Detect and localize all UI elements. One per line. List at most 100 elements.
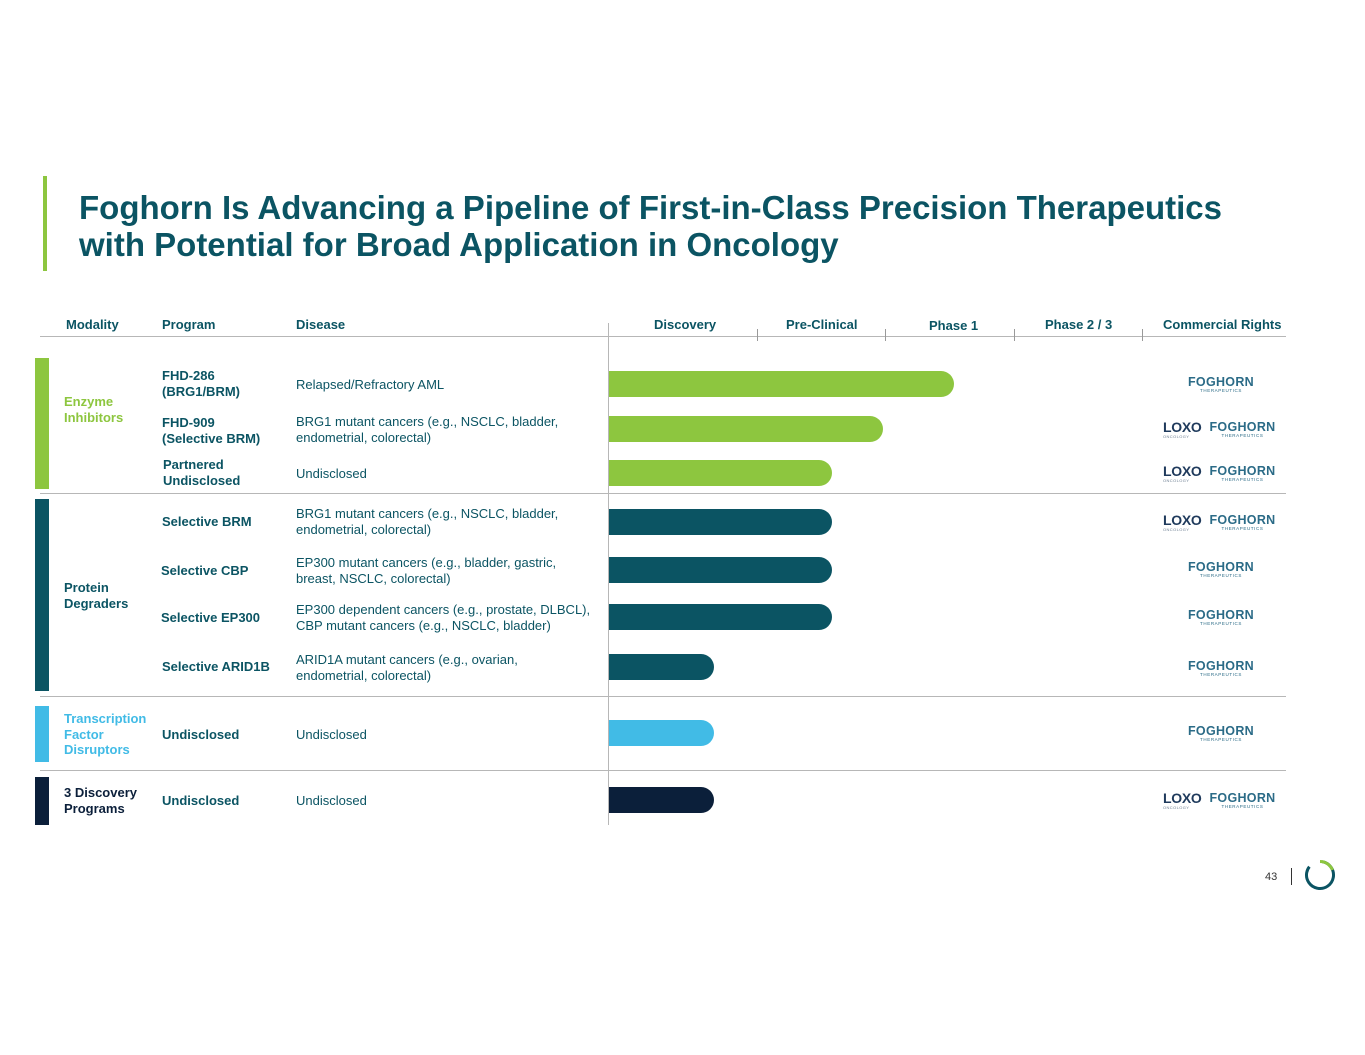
disease-text: Undisclosed (296, 466, 367, 482)
loxo-wordmark: LOXO (1163, 790, 1202, 806)
disease-line: endometrial, colorectal) (296, 667, 432, 683)
modality-line: Inhibitors (64, 409, 124, 425)
program-line: Undisclosed (163, 472, 241, 488)
foghorn-subtext: THERAPEUTICS (1221, 432, 1264, 438)
section-divider (40, 770, 1286, 771)
loxo-logo: LOXO ONCOLOGY (1163, 512, 1202, 532)
rights-logo: FOGHORN THERAPEUTICS (1188, 660, 1254, 678)
disease-line: Undisclosed (296, 727, 367, 742)
pipeline-bar-discovery-undisclosed (609, 787, 714, 813)
foghorn-subtext: THERAPEUTICS (1200, 621, 1242, 626)
program-line: Selective EP300 (161, 610, 261, 625)
modality-line: Disruptors (64, 742, 130, 757)
section-divider (40, 493, 1286, 494)
program-name: Undisclosed (162, 793, 239, 809)
tf-modality-bar (35, 706, 49, 762)
program-name: Selective EP300 (161, 610, 260, 626)
foghorn-logo: FOGHORN THERAPEUTICS (1188, 561, 1254, 579)
disease-text: EP300 dependent cancers (e.g., prostate,… (296, 602, 590, 633)
pipeline-bar-tf-undisclosed (609, 720, 714, 746)
stage-tick (757, 329, 758, 341)
program-line: Selective BRM (162, 514, 252, 529)
header-commercial-rights: Commercial Rights (1163, 317, 1282, 332)
header-disease: Disease (296, 317, 346, 332)
foghorn-wordmark: FOGHORN (1209, 790, 1276, 805)
modality-line: Programs (64, 800, 125, 816)
foghorn-ring-icon (1305, 860, 1335, 890)
page-number: 43 (1265, 871, 1278, 883)
foghorn-wordmark: FOGHORN (1188, 560, 1254, 574)
disease-line: Undisclosed (296, 466, 367, 481)
program-line: Undisclosed (162, 793, 240, 808)
stage-tick (1142, 329, 1143, 341)
stage-axis-line (608, 323, 609, 825)
pipeline-bar-selective-arid1b (609, 654, 714, 680)
program-line: Selective ARID1B (162, 659, 270, 674)
modality-transcription-factor-disruptors: Transcription Factor Disruptors (64, 711, 146, 758)
foghorn-wordmark: FOGHORN (1209, 419, 1276, 434)
program-line: (BRG1/BRM) (162, 383, 240, 399)
disease-text: Undisclosed (296, 727, 367, 743)
disease-text: ARID1A mutant cancers (e.g., ovarian, en… (296, 652, 518, 683)
foghorn-wordmark: FOGHORN (1188, 724, 1254, 738)
program-line: FHD-909 (162, 415, 215, 430)
program-line: (Selective BRM) (162, 430, 261, 446)
foghorn-wordmark: FOGHORN (1209, 463, 1276, 478)
program-name: Undisclosed (162, 727, 239, 743)
enzyme-modality-bar (35, 358, 49, 489)
rights-logo: FOGHORN THERAPEUTICS (1188, 725, 1254, 743)
modality-line: 3 Discovery (64, 785, 137, 800)
program-line: Undisclosed (162, 727, 240, 742)
loxo-wordmark: LOXO (1163, 419, 1202, 435)
rights-logo: FOGHORN THERAPEUTICS (1188, 376, 1254, 394)
pipeline-bar-selective-brm (609, 509, 832, 535)
rights-logo: LOXO ONCOLOGY FOGHORN THERAPEUTICS (1163, 464, 1275, 483)
foghorn-wordmark: FOGHORN (1188, 375, 1254, 389)
modality-line: Degraders (64, 595, 129, 611)
program-line: Partnered (163, 457, 224, 472)
header-preclinical: Pre-Clinical (786, 317, 858, 332)
rights-logo: LOXO ONCOLOGY FOGHORN THERAPEUTICS (1163, 420, 1275, 439)
loxo-wordmark: LOXO (1163, 512, 1202, 528)
rights-logo: LOXO ONCOLOGY FOGHORN THERAPEUTICS (1163, 791, 1275, 810)
disease-line: Undisclosed (296, 793, 367, 808)
header-program: Program (162, 317, 216, 332)
modality-protein-degraders: Protein Degraders (64, 580, 128, 611)
foghorn-logo: FOGHORN THERAPEUTICS (1188, 609, 1254, 627)
header-modality: Modality (66, 317, 119, 332)
discovery-modality-bar (35, 777, 49, 825)
program-name: FHD-286 (BRG1/BRM) (162, 368, 240, 399)
disease-text: Relapsed/Refractory AML (296, 377, 444, 393)
disease-line: Relapsed/Refractory AML (296, 377, 445, 392)
header-divider (40, 336, 1286, 337)
stage-tick (885, 329, 886, 341)
rights-logo: FOGHORN THERAPEUTICS (1188, 609, 1254, 627)
disease-line: endometrial, colorectal) (296, 521, 432, 537)
loxo-logo: LOXO ONCOLOGY (1163, 419, 1202, 439)
header-phase-1: Phase 1 (929, 318, 979, 333)
modality-line: Factor (64, 726, 104, 742)
modality-line: Protein (64, 580, 109, 595)
header-discovery: Discovery (654, 317, 717, 332)
disease-text: EP300 mutant cancers (e.g., bladder, gas… (296, 555, 556, 586)
foghorn-logo: FOGHORN THERAPEUTICS (1209, 463, 1276, 483)
program-name: Selective CBP (161, 563, 248, 579)
program-line: Selective CBP (161, 563, 249, 578)
program-name: Selective ARID1B (162, 659, 270, 675)
title-accent-bar (43, 176, 47, 271)
foghorn-subtext: THERAPEUTICS (1221, 525, 1264, 531)
disease-line: CBP mutant cancers (e.g., NSCLC, bladder… (296, 617, 551, 633)
loxo-subtext: ONCOLOGY (1163, 478, 1190, 483)
foghorn-wordmark: FOGHORN (1188, 659, 1254, 673)
pipeline-bar-selective-cbp (609, 557, 832, 583)
foghorn-subtext: THERAPEUTICS (1200, 388, 1242, 393)
loxo-logo: LOXO ONCOLOGY (1163, 790, 1202, 810)
footer-separator (1291, 868, 1292, 885)
foghorn-logo: FOGHORN THERAPEUTICS (1209, 790, 1276, 810)
foghorn-logo: FOGHORN THERAPEUTICS (1188, 725, 1254, 743)
disease-line: BRG1 mutant cancers (e.g., NSCLC, bladde… (296, 506, 559, 521)
title-line-2: with Potential for Broad Application in … (79, 226, 839, 263)
section-divider (40, 696, 1286, 697)
disease-line: EP300 dependent cancers (e.g., prostate,… (296, 602, 591, 617)
disease-text: BRG1 mutant cancers (e.g., NSCLC, bladde… (296, 506, 558, 537)
